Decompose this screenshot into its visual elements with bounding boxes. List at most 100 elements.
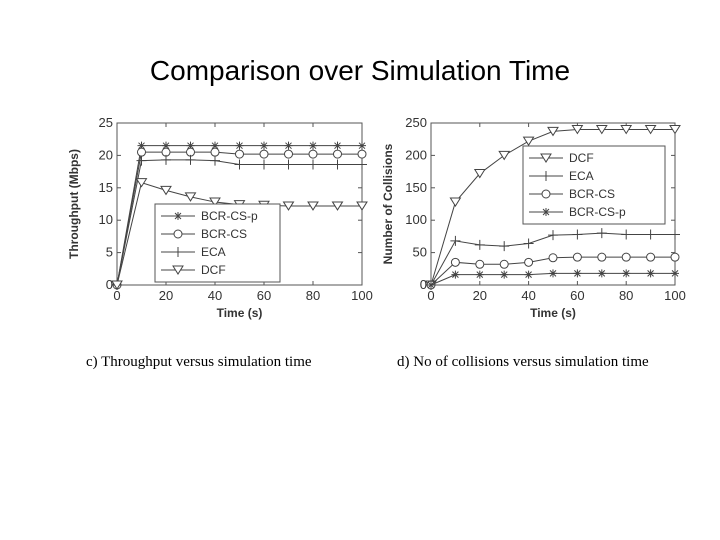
collisions-series-bcr-cs-p-point — [646, 269, 655, 278]
collisions-series-dcf-point — [473, 169, 486, 179]
collisions-series-bcr-cs-point — [670, 252, 680, 262]
collisions-legend-entry-bcr-cs-p-label: BCR-CS-p — [569, 205, 626, 219]
throughput-series-eca-point — [136, 155, 147, 166]
throughput-ytick-label: 10 — [99, 212, 113, 227]
collisions-series-eca-point — [670, 229, 680, 240]
throughput-legend: BCR-CS-p BCR-CS ECA DCF — [154, 203, 281, 283]
page-title: Comparison over Simulation Time — [149, 55, 571, 86]
collisions-series-bcr-cs-p-point — [451, 270, 460, 279]
collisions-legend-entry-bcr-cs-marker — [541, 189, 551, 199]
collisions-chart: 0 20 40 60 80 100 0 50 100 150 200 250 Time (s) Numbe… — [376, 108, 694, 335]
throughput-series-bcr-cs-p-point — [137, 141, 146, 150]
throughput-ytick-label: 5 — [106, 245, 113, 260]
caption-collisions: d) No of collisions versus simulation ti… — [397, 354, 649, 370]
collisions-series-dcf-point — [644, 124, 657, 135]
throughput-series-bcr-cs-point — [308, 149, 318, 159]
throughput-legend-entry-bcr-cs-p-label: BCR-CS-p — [201, 209, 258, 223]
collisions-legend-entry-dcf-marker — [540, 153, 552, 163]
throughput-ytick-label: 0 — [106, 277, 113, 292]
throughput-series-dcf-point — [282, 201, 295, 211]
collisions-legend: DCF ECA BCR-CS BCR-CS-p — [522, 145, 666, 225]
collisions-series-eca-point — [523, 238, 534, 249]
throughput-xtick-label: 80 — [306, 288, 320, 303]
collisions-series-bcr-cs-point — [621, 252, 631, 262]
throughput-xtick-label: 100 — [351, 288, 373, 303]
collisions-series-bcr-cs-point — [450, 257, 460, 267]
collisions-series-eca-point — [596, 228, 607, 239]
collisions-ytick-label: 100 — [405, 212, 427, 227]
collisions-ytick-label: 150 — [405, 180, 427, 195]
throughput-series-eca-point — [357, 159, 367, 170]
throughput-chart: 0 20 40 60 80 100 0 5 10 15 20 25 Time (s) Throughput… — [62, 108, 374, 335]
throughput-xlabel: Time (s) — [217, 306, 263, 320]
collisions-legend-entry-bcr-cs-p-marker — [542, 208, 550, 216]
collisions-series-dcf-point — [547, 126, 559, 137]
throughput-xtick-label: 0 — [113, 288, 120, 303]
collisions-series-bcr-cs-point — [572, 252, 582, 262]
throughput-legend-entry-eca-label: ECA — [201, 245, 226, 259]
throughput-xtick-label: 40 — [208, 288, 222, 303]
collisions-xtick-label: 40 — [521, 288, 535, 303]
throughput-legend-entry-dcf-marker — [172, 265, 184, 275]
collisions-series-bcr-cs-point — [548, 253, 558, 263]
throughput-ytick-label: 20 — [99, 147, 113, 162]
throughput-legend-entry-eca-marker — [173, 247, 183, 257]
collisions-series-bcr-cs-p-point — [427, 281, 435, 289]
throughput-series-eca-point — [283, 159, 294, 170]
collisions-legend-entry-dcf-label: DCF — [569, 151, 594, 165]
throughput-series-eca-point — [234, 159, 245, 170]
collisions-series-dcf-point — [620, 124, 633, 135]
throughput-series-bcr-cs-point — [210, 147, 220, 157]
throughput-series-bcr-cs-p-point — [260, 141, 268, 150]
throughput-legend-entry-dcf-label: DCF — [201, 263, 226, 277]
throughput-series-dcf-point — [160, 185, 172, 196]
collisions-xtick-label: 80 — [619, 288, 633, 303]
collisions-series-bcr-cs-p-point — [671, 269, 679, 278]
throughput-series-dcf-point — [331, 201, 344, 211]
throughput-series-bcr-cs-p-point — [235, 141, 244, 150]
collisions-series-eca-point — [499, 241, 510, 252]
throughput-series-dcf-point — [184, 192, 197, 202]
throughput-series-bcr-cs-p-point — [309, 141, 317, 150]
collisions-series-bcr-cs-p-point — [524, 270, 533, 279]
collisions-series-bcr-cs-point — [499, 259, 509, 269]
collisions-series-bcr-cs-p-point — [475, 270, 484, 279]
collisions-series-dcf-point — [571, 124, 584, 135]
collisions-series-bcr-cs-point — [597, 252, 607, 262]
throughput-series-dcf-point — [307, 201, 319, 211]
throughput-series-dcf-point — [135, 178, 148, 188]
collisions-xtick-label: 20 — [473, 288, 487, 303]
collisions-series-bcr-cs-point — [475, 259, 485, 269]
collisions-series-bcr-cs-p-point — [549, 269, 557, 278]
throughput-series-bcr-cs-point — [259, 149, 269, 159]
collisions-legend-entry-eca-marker — [541, 171, 551, 181]
throughput-chart-svg: 0 20 40 60 80 100 0 5 10 15 20 25 Time (s) Throughput… — [67, 115, 373, 320]
collisions-series-bcr-cs-p — [427, 269, 679, 289]
throughput-series-eca-point — [185, 154, 196, 165]
collisions-ytick-label: 50 — [413, 245, 427, 260]
collisions-series-eca-point — [450, 235, 461, 246]
throughput-series-bcr-cs-point — [333, 149, 342, 159]
throughput-series-eca-point — [259, 159, 269, 170]
collisions-xlabel: Time (s) — [530, 306, 576, 320]
collisions-series-bcr-cs-p-point — [500, 270, 509, 279]
throughput-series-bcr-cs-point — [137, 147, 146, 157]
throughput-series-bcr-cs-point — [235, 149, 244, 159]
collisions-ytick-label: 0 — [420, 277, 427, 292]
throughput-series-eca-point — [161, 154, 171, 165]
collisions-series-bcr-cs-point — [646, 252, 656, 262]
collisions-legend-entry-eca-label: ECA — [569, 169, 594, 183]
collisions-series-bcr-cs-p-point — [573, 269, 582, 278]
throughput-series-bcr-cs-p-point — [284, 141, 293, 150]
collisions-xtick-label: 100 — [664, 288, 686, 303]
collisions-series-dcf-point — [498, 150, 511, 161]
throughput-legend-entry-bcr-cs-label: BCR-CS — [201, 227, 247, 241]
throughput-series-bcr-cs-point — [357, 149, 367, 159]
throughput-xtick-label: 60 — [257, 288, 271, 303]
collisions-series-eca-point — [548, 230, 558, 241]
collisions-series-bcr-cs-p-point — [622, 269, 631, 278]
throughput-series-eca-point — [308, 159, 318, 170]
collisions-xtick-label: 60 — [570, 288, 584, 303]
collisions-series-eca-point — [645, 229, 656, 240]
collisions-series-dcf-point — [595, 124, 608, 135]
